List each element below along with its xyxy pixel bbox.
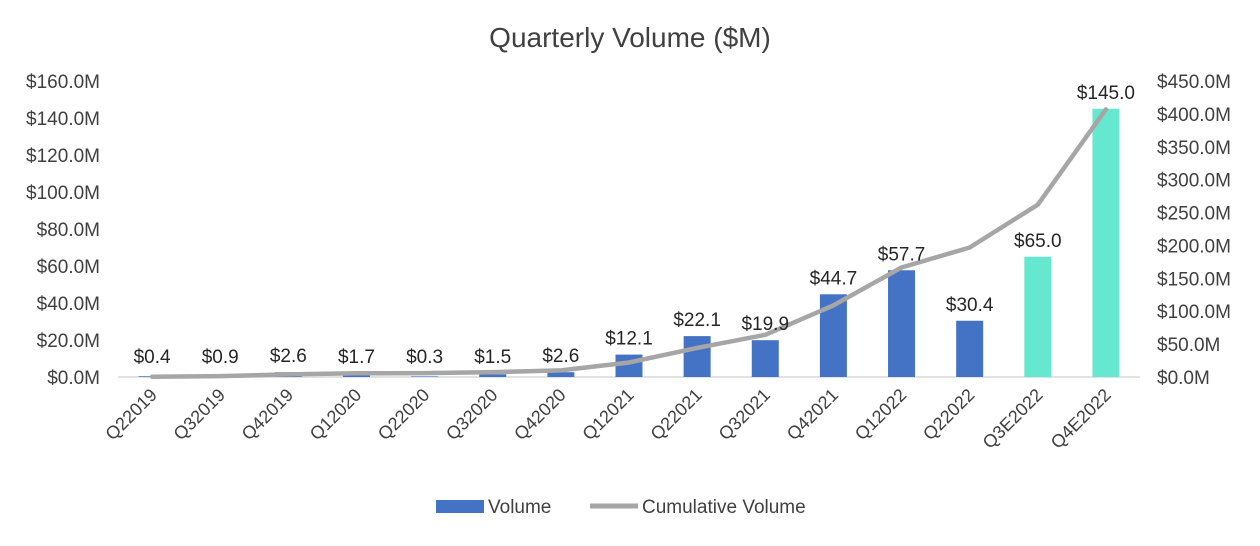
category-label: Q22020 xyxy=(374,385,433,444)
bar-data-label: $12.1 xyxy=(605,329,653,350)
bar-data-label: $44.7 xyxy=(810,268,858,289)
cumulative-volume-line xyxy=(149,107,1109,379)
left-axis-tick-label: $140.0M xyxy=(26,109,100,130)
right-axis-tick-label: $400.0M xyxy=(1157,105,1231,126)
category-label: Q12022 xyxy=(851,385,910,444)
bar-data-label: $30.4 xyxy=(946,295,994,316)
right-axis-tick-label: $350.0M xyxy=(1157,138,1231,159)
legend-swatch-volume xyxy=(436,500,484,513)
legend-label-volume: Volume xyxy=(488,497,551,518)
bar-data-label: $65.0 xyxy=(1014,231,1062,252)
left-axis-tick-label: $160.0M xyxy=(26,72,100,93)
left-axis-tick-labels: $0.0M $20.0M $40.0M $60.0M $80.0M $100.0M $120… xyxy=(26,72,100,389)
right-axis-tick-labels: $0.0M $50.0M $100.0M $150.0M $200.0M $250.0M $… xyxy=(1157,72,1231,389)
category-axis-labels: Q22019 Q32019 Q42019 Q12020 Q22020 Q32020 Q420… xyxy=(101,385,1114,453)
left-axis-tick-label: $0.0M xyxy=(47,368,100,389)
category-label: Q22019 xyxy=(101,385,160,444)
bar-data-label: $0.3 xyxy=(406,347,443,368)
left-axis-tick-label: $100.0M xyxy=(26,183,100,204)
left-axis-tick-label: $40.0M xyxy=(37,294,100,315)
bar-data-label: $1.5 xyxy=(474,347,511,368)
category-label: Q22021 xyxy=(647,385,706,444)
right-axis-tick-label: $200.0M xyxy=(1157,236,1231,257)
legend-label-cumulative-volume: Cumulative Volume xyxy=(642,497,806,518)
right-axis-tick-label: $0.0M xyxy=(1157,368,1210,389)
volume-bar xyxy=(888,270,916,377)
bar-data-label: $0.4 xyxy=(134,347,171,368)
category-label: Q12021 xyxy=(578,385,637,444)
category-label: Q32021 xyxy=(715,385,774,444)
volume-bar xyxy=(683,336,711,377)
volume-bar xyxy=(1024,256,1052,377)
right-axis-tick-label: $50.0M xyxy=(1157,335,1220,356)
bar-data-label: $19.9 xyxy=(741,314,789,335)
right-axis-tick-label: $150.0M xyxy=(1157,269,1231,290)
cumulative-volume-line-group xyxy=(149,107,1109,379)
left-axis-tick-label: $120.0M xyxy=(26,146,100,167)
volume-bar xyxy=(956,320,984,377)
bar-data-label: $145.0 xyxy=(1077,83,1135,104)
bar-data-label: $0.9 xyxy=(202,347,239,368)
volume-bar xyxy=(751,340,779,377)
bar-data-label: $2.6 xyxy=(270,346,307,367)
category-label: Q3E2022 xyxy=(979,385,1047,453)
volume-bar xyxy=(1092,108,1120,377)
category-label: Q22022 xyxy=(919,385,978,444)
category-label: Q32019 xyxy=(170,385,229,444)
volume-bar xyxy=(479,374,507,377)
right-axis-tick-label: $300.0M xyxy=(1157,171,1231,192)
category-label: Q32020 xyxy=(442,385,501,444)
bar-data-label: $2.6 xyxy=(542,346,579,367)
legend: Volume Cumulative Volume xyxy=(436,497,806,518)
right-axis-tick-label: $100.0M xyxy=(1157,302,1231,323)
left-axis-tick-label: $20.0M xyxy=(37,331,100,352)
left-axis-tick-label: $60.0M xyxy=(37,257,100,278)
category-label: Q42021 xyxy=(783,385,842,444)
category-label: Q42019 xyxy=(238,385,297,444)
category-label: Q42020 xyxy=(510,385,569,444)
volume-bar xyxy=(411,376,439,377)
category-label: Q12020 xyxy=(306,385,365,444)
bar-data-label: $22.1 xyxy=(673,310,721,331)
left-axis-tick-label: $80.0M xyxy=(37,220,100,241)
category-label: Q4E2022 xyxy=(1047,385,1115,453)
volume-bar xyxy=(547,372,575,377)
bar-data-label: $57.7 xyxy=(878,244,926,265)
right-axis-tick-label: $450.0M xyxy=(1157,72,1231,93)
right-axis-tick-label: $250.0M xyxy=(1157,204,1231,225)
bar-data-labels: $0.4 $0.9 $2.6 $1.7 $0.3 $1.5 $2.6 $12.1 $22.1 $1… xyxy=(134,83,1135,368)
chart-title: Quarterly Volume ($M) xyxy=(489,22,771,53)
bar-data-label: $1.7 xyxy=(338,347,375,368)
